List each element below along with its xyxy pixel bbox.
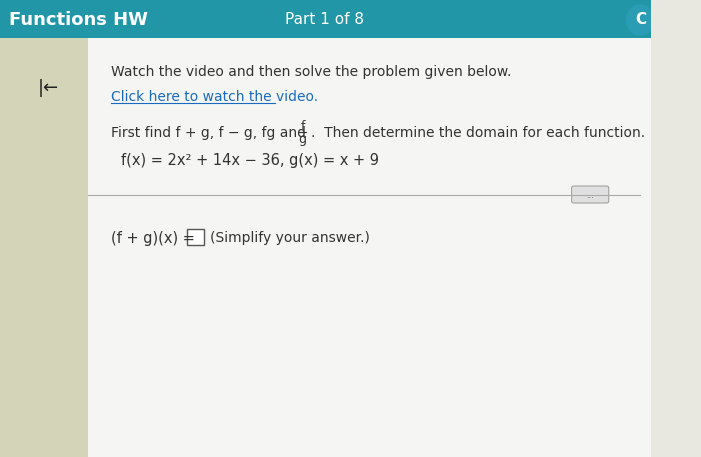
- Text: f: f: [300, 119, 305, 133]
- Text: Watch the video and then solve the problem given below.: Watch the video and then solve the probl…: [111, 65, 512, 79]
- Bar: [0, 38, 88, 457]
- Bar: [0, 0, 651, 38]
- FancyBboxPatch shape: [571, 186, 608, 203]
- Text: Functions HW: Functions HW: [9, 11, 149, 29]
- Text: (f + g)(x) =: (f + g)(x) =: [111, 230, 196, 245]
- Bar: [187, 229, 204, 245]
- Text: f(x) = 2x² + 14x − 36, g(x) = x + 9: f(x) = 2x² + 14x − 36, g(x) = x + 9: [121, 153, 379, 168]
- Text: .  Then determine the domain for each function.: . Then determine the domain for each fun…: [311, 126, 645, 140]
- Text: |←: |←: [38, 79, 59, 97]
- Text: First find f + g, f − g, fg and: First find f + g, f − g, fg and: [111, 126, 311, 140]
- Text: Click here to watch the video.: Click here to watch the video.: [111, 90, 318, 104]
- Text: g: g: [299, 133, 306, 147]
- Bar: [88, 38, 651, 457]
- Circle shape: [627, 5, 654, 35]
- Text: Part 1 of 8: Part 1 of 8: [285, 12, 365, 27]
- Text: C: C: [634, 12, 646, 27]
- Text: (Simplify your answer.): (Simplify your answer.): [210, 231, 369, 245]
- Text: ...: ...: [586, 191, 594, 200]
